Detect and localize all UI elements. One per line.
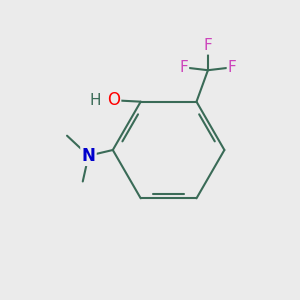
- Text: F: F: [204, 38, 212, 53]
- Text: O: O: [107, 91, 120, 109]
- Text: H: H: [89, 93, 101, 108]
- Text: F: F: [228, 60, 237, 75]
- Text: N: N: [82, 147, 95, 165]
- Text: F: F: [179, 60, 188, 75]
